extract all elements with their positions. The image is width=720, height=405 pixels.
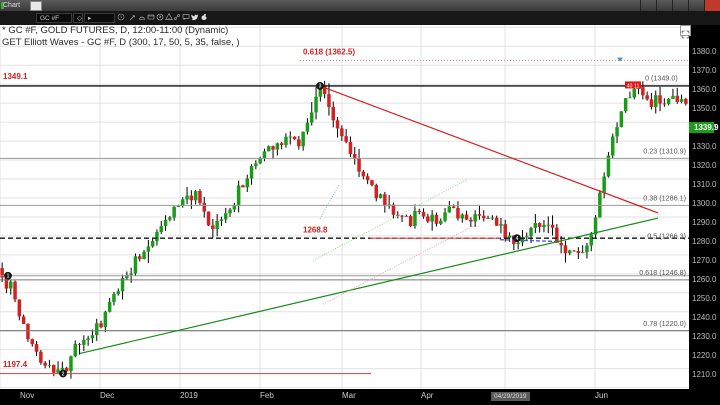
svg-text:3: 3: [319, 84, 322, 90]
svg-text:0.618 (1362.5): 0.618 (1362.5): [303, 47, 355, 56]
svg-text:1: 1: [7, 274, 10, 280]
svg-text:0.38 (1286.1): 0.38 (1286.1): [643, 194, 686, 203]
svg-text:0 (1349.0): 0 (1349.0): [645, 73, 678, 82]
svg-text:40 11: 40 11: [627, 84, 640, 90]
svg-text:2: 2: [62, 371, 65, 377]
svg-text:1197.4: 1197.4: [3, 360, 28, 369]
svg-text:0.5 (1266.3): 0.5 (1266.3): [647, 232, 686, 241]
svg-text:0.78 (1220.0): 0.78 (1220.0): [643, 319, 686, 328]
svg-text:0.23 (1310.9): 0.23 (1310.9): [643, 147, 686, 156]
svg-text:1349.1: 1349.1: [3, 72, 28, 81]
svg-text:1268.8: 1268.8: [303, 225, 328, 234]
svg-text:4: 4: [516, 236, 519, 242]
svg-text:0.618 (1246.8): 0.618 (1246.8): [639, 268, 686, 277]
